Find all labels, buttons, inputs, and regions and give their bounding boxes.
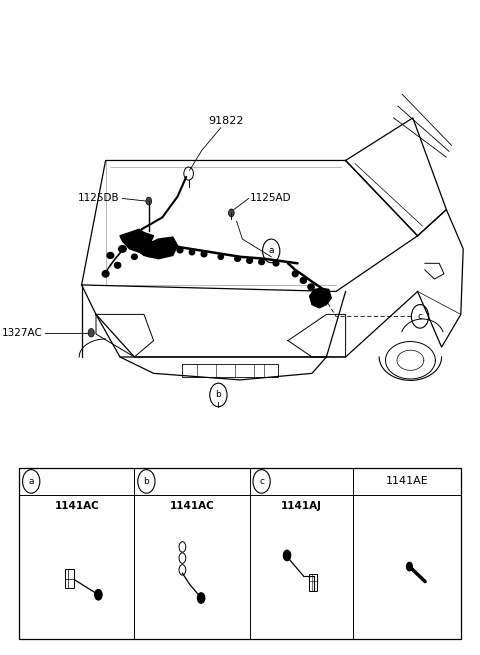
Text: 1125AD: 1125AD (250, 193, 291, 204)
Ellipse shape (119, 246, 126, 252)
Ellipse shape (132, 254, 137, 259)
Ellipse shape (308, 284, 314, 290)
Ellipse shape (300, 278, 307, 283)
Text: 1141AE: 1141AE (385, 476, 429, 487)
Polygon shape (137, 237, 178, 259)
Ellipse shape (406, 561, 413, 571)
Ellipse shape (201, 252, 207, 257)
Ellipse shape (146, 252, 152, 257)
Ellipse shape (259, 259, 264, 265)
Circle shape (283, 550, 291, 561)
Ellipse shape (114, 263, 121, 269)
Text: 1141AC: 1141AC (54, 501, 99, 511)
Text: b: b (216, 390, 221, 400)
Polygon shape (425, 263, 444, 279)
Ellipse shape (228, 209, 234, 217)
Text: c: c (418, 312, 422, 321)
Text: a: a (28, 477, 34, 486)
Polygon shape (120, 229, 154, 252)
Bar (19, 468, 461, 639)
Circle shape (197, 592, 205, 604)
Ellipse shape (292, 271, 298, 276)
Text: 1125DB: 1125DB (77, 193, 119, 204)
Ellipse shape (247, 258, 252, 263)
Ellipse shape (165, 246, 171, 252)
Ellipse shape (235, 256, 240, 261)
Ellipse shape (218, 254, 223, 259)
Ellipse shape (88, 329, 94, 337)
Ellipse shape (102, 271, 109, 277)
Ellipse shape (177, 248, 183, 253)
Text: b: b (144, 477, 149, 486)
Text: 1141AC: 1141AC (169, 501, 215, 511)
Text: 1327AC: 1327AC (1, 328, 42, 338)
Text: c: c (259, 477, 264, 486)
Text: 91822: 91822 (208, 116, 243, 126)
Polygon shape (310, 288, 331, 308)
Ellipse shape (189, 250, 195, 255)
Circle shape (94, 589, 103, 601)
Ellipse shape (107, 252, 114, 258)
Text: 1141AJ: 1141AJ (281, 501, 322, 511)
Text: a: a (268, 246, 274, 255)
Ellipse shape (273, 261, 279, 266)
Ellipse shape (146, 197, 152, 205)
